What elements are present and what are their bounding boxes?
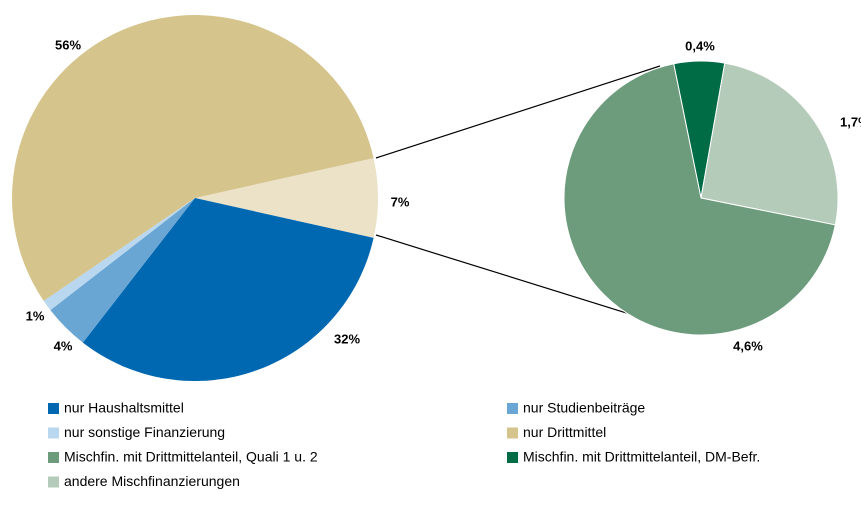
data-label: 1% <box>26 308 45 323</box>
data-label: 4,6% <box>733 338 763 353</box>
pie-slice <box>43 198 195 311</box>
legend-label: nur Haushaltsmittel <box>64 400 184 416</box>
pie-slice <box>563 63 836 336</box>
pie-slice <box>700 62 839 226</box>
data-label: 4% <box>54 338 73 353</box>
legend-swatch <box>48 403 59 414</box>
legend-label: Mischfin. mit Drittmittelanteil, Quali 1… <box>64 449 318 465</box>
legend-swatch <box>507 427 518 439</box>
pie-slice <box>12 14 374 301</box>
connector-line <box>375 234 666 326</box>
pie-slice <box>195 158 379 238</box>
data-label: 1,7% <box>840 114 861 129</box>
legend-swatch <box>48 427 59 439</box>
legend-label: nur Studienbeiträge <box>523 400 645 416</box>
legend-label: nur Drittmittel <box>523 424 606 440</box>
legend-swatch <box>48 476 59 488</box>
connector-line <box>375 65 661 159</box>
data-label: 32% <box>334 331 360 346</box>
legend-swatch <box>48 452 59 463</box>
data-label: 7% <box>391 194 410 209</box>
legend-swatch <box>507 452 518 463</box>
legend-label: Mischfin. mit Drittmittelanteil, DM-Befr… <box>523 449 760 465</box>
legend-swatch <box>507 403 518 414</box>
legend-label: nur sonstige Finanzierung <box>64 424 225 440</box>
pie-slice <box>50 198 195 343</box>
pie-slice <box>82 198 374 381</box>
data-label: 0,4% <box>685 38 715 53</box>
legend-label: andere Mischfinanzierungen <box>64 473 240 489</box>
data-label: 56% <box>55 37 81 52</box>
